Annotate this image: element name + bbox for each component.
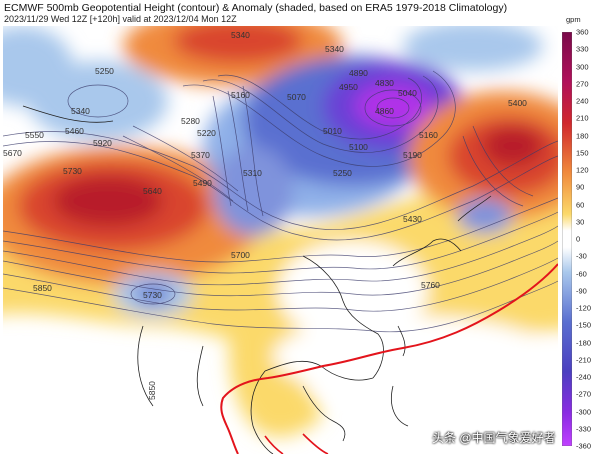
- contour-label: 5920: [93, 138, 112, 148]
- contour-label: 5700: [231, 250, 250, 260]
- colorbar-tick-label: -270: [576, 389, 592, 399]
- contour-label: 5850: [33, 283, 52, 293]
- colorbar-tick-label: 60: [576, 200, 585, 209]
- contour-label: 5850: [147, 381, 157, 400]
- contour-label: 5250: [333, 168, 352, 178]
- contour-label: 5490: [193, 178, 212, 188]
- contour-label: 5160: [419, 130, 438, 140]
- colorbar-tick-label: -120: [576, 303, 592, 313]
- colorbar-tick-label: 30: [576, 217, 585, 227]
- contour-label: 5460: [65, 126, 84, 136]
- map-title: ECMWF 500mb Geopotential Height (contour…: [4, 2, 508, 14]
- colorbar-tick-label: -90: [576, 286, 587, 296]
- watermark: 头条 @中国气象爱好者: [432, 431, 556, 445]
- contour-label: 5550: [25, 130, 44, 140]
- snow-line-south: [264, 433, 329, 454]
- colorbar-tick-label: 150: [576, 148, 589, 158]
- colorbar-tick-label: 240: [576, 96, 589, 106]
- colorbar-tick-label: 120: [576, 165, 589, 175]
- colorbar-tick-label: 330: [576, 44, 589, 54]
- contour-label: 5670: [3, 148, 22, 158]
- contour-label: 5250: [95, 66, 114, 76]
- contour-label: 4830: [375, 78, 394, 88]
- colorbar-tick-label: -330: [576, 424, 592, 434]
- contour-label: 5100: [349, 142, 368, 152]
- contour-label: 5010: [323, 126, 342, 136]
- colorbar-tick-label: 0: [576, 234, 581, 244]
- colorbar-tick-label: 90: [576, 182, 585, 192]
- colorbar-tick-label: 270: [576, 79, 589, 89]
- colorbar-tick-label: 360: [576, 27, 589, 37]
- contour-labels: 5340 5250 5340 5460 5550 5670 5730 5640 …: [3, 30, 527, 400]
- contour-label: 4890: [349, 68, 368, 78]
- colorbar-tick-label: 180: [576, 131, 589, 140]
- colorbar-tick-label: 300: [576, 62, 589, 71]
- colorbar-tick-label: -60: [576, 269, 587, 278]
- contour-label: 5280: [181, 116, 200, 126]
- map-subtitle: 2023/11/29 Wed 12Z [+120h] valid at 2023…: [4, 14, 237, 24]
- colorbar-tick-label: -360: [576, 441, 592, 451]
- contour-label: 5310: [243, 168, 262, 178]
- colorbar-tick-label: -30: [576, 251, 587, 261]
- contour-label: 5340: [231, 30, 250, 40]
- colorbar-tick-label: -150: [576, 320, 592, 330]
- colorbar-unit: gpm: [566, 15, 581, 24]
- contour-label: 5760: [421, 280, 440, 290]
- height-contours: [3, 70, 558, 333]
- contour-label: 5040: [398, 88, 417, 98]
- contour-label: 5160: [231, 90, 250, 100]
- contour-label: 4950: [339, 82, 358, 92]
- contour-label: 5730: [143, 290, 162, 300]
- colorbar: [562, 32, 572, 446]
- contour-label: 5340: [325, 44, 344, 54]
- contour-label: 5340: [71, 106, 90, 116]
- colorbar-tick-label: 210: [576, 113, 589, 123]
- contour-label: 5400: [508, 98, 527, 108]
- colorbar-tick-label: -300: [576, 407, 592, 416]
- colorbar-tick-label: -210: [576, 355, 592, 365]
- coastlines: [22, 105, 492, 454]
- anomaly-shading: [3, 26, 558, 437]
- contour-label: 5190: [403, 150, 422, 160]
- contour-label: 5220: [197, 128, 216, 138]
- colorbar-tick-label: -180: [576, 338, 592, 347]
- colorbar-tick-label: -240: [576, 372, 592, 382]
- contour-label: 5730: [63, 166, 82, 176]
- contour-label: 5430: [403, 214, 422, 224]
- contour-label: 5370: [191, 150, 210, 160]
- contour-label: 4860: [375, 106, 394, 116]
- forecast-map: 5340 5250 5340 5460 5550 5670 5730 5640 …: [3, 26, 558, 454]
- contour-label: 5070: [287, 92, 306, 102]
- snow-line: [220, 263, 558, 454]
- contour-label: 5640: [143, 186, 162, 196]
